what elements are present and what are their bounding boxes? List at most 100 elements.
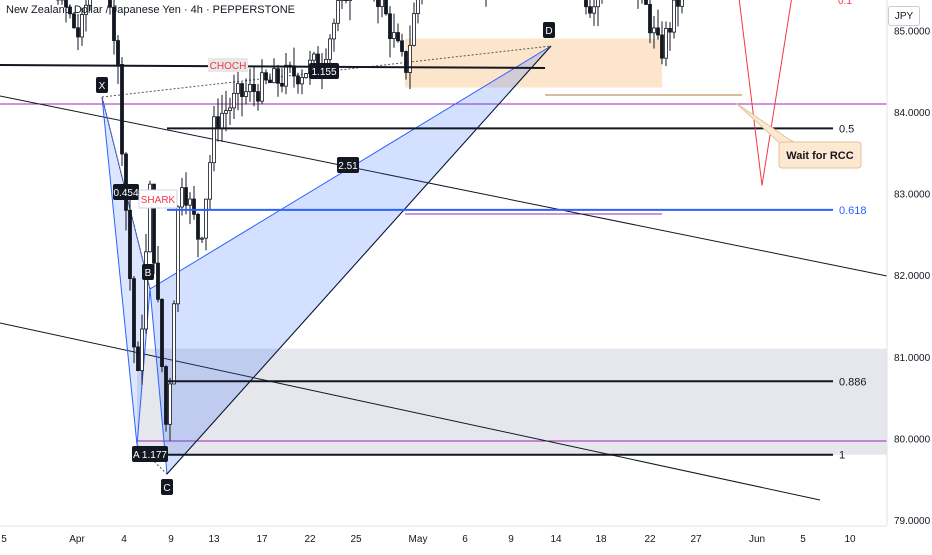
price-tick: 82.0000: [894, 271, 931, 282]
point-x-label-text: X: [99, 81, 106, 92]
candle: [585, 0, 588, 14]
candle-body: [593, 7, 596, 13]
choch-label: CHOCH: [208, 58, 248, 72]
ratio-xb-label: 0.454: [113, 184, 139, 200]
candle: [669, 22, 672, 51]
candle-body: [205, 199, 208, 238]
candle: [205, 199, 208, 251]
fib-label-0.5: 0.5: [839, 123, 854, 135]
candle: [161, 298, 164, 372]
candle-body: [281, 83, 284, 86]
time-tick: 18: [595, 534, 607, 545]
fib-label-1: 1: [839, 450, 845, 462]
point-c-label: C: [161, 479, 173, 495]
candle: [285, 53, 288, 94]
time-tick: 4: [121, 534, 127, 545]
callout-wait-rcc: Wait for RCC: [736, 103, 861, 168]
candle: [681, 0, 684, 13]
candle-body: [77, 28, 80, 37]
time-tick: 22: [644, 534, 656, 545]
symbol-title: New Zealand Dollar / Japanese Yen · 4h ·…: [6, 4, 295, 16]
candle: [485, 0, 488, 7]
candle: [661, 21, 664, 64]
candle-body: [121, 64, 124, 154]
point-b-label: B: [142, 264, 154, 280]
candle: [257, 84, 260, 111]
candle-body: [157, 263, 160, 299]
candle-body: [657, 28, 660, 35]
candle-body: [385, 0, 388, 14]
candle-body: [237, 84, 240, 94]
candle: [389, 6, 392, 57]
pattern-name-text: SHARK: [141, 195, 176, 206]
candle-body: [173, 304, 176, 384]
candle: [233, 75, 236, 119]
point-a-label-text: A 1.177: [133, 450, 167, 461]
time-tick: 27: [690, 534, 702, 545]
time-tick: 14: [550, 534, 562, 545]
time-tick: 17: [256, 534, 268, 545]
time-tick: Jun: [749, 534, 765, 545]
candle-body: [661, 35, 664, 58]
candle-body: [645, 0, 648, 4]
candle-body: [181, 188, 184, 207]
candle: [297, 73, 300, 94]
point-b-label-text: B: [145, 268, 152, 279]
candle: [201, 237, 204, 243]
candle-body: [201, 238, 204, 239]
time-tick: 9: [168, 534, 174, 545]
candle-body: [249, 84, 252, 91]
candle: [397, 24, 400, 43]
ratio-xb-label-text: 0.454: [113, 188, 138, 199]
candle: [277, 65, 280, 97]
candle-body: [165, 367, 168, 425]
candle: [381, 0, 384, 17]
candle: [253, 66, 256, 106]
candle: [593, 0, 596, 26]
candle-body: [125, 154, 128, 210]
ratio-bd-label: 2.51: [337, 157, 359, 173]
candle: [373, 0, 376, 2]
fib-label-0.618: 0.618: [839, 205, 867, 217]
candle: [645, 0, 648, 5]
price-tick: 80.0000: [894, 434, 931, 445]
candle-body: [273, 69, 276, 83]
point-d-label-text: D: [545, 26, 552, 37]
ratio-xd-label: 1.155: [309, 63, 339, 79]
candle-body: [193, 199, 196, 214]
candle: [341, 0, 344, 9]
candle-body: [217, 117, 220, 128]
time-tick: May: [409, 534, 428, 545]
price-tick: 81.0000: [894, 353, 931, 364]
time-tick: Apr: [69, 534, 85, 545]
candle-body: [233, 93, 236, 108]
point-x-label: X: [96, 77, 108, 93]
candle-body: [649, 4, 652, 32]
time-tick: 6: [462, 534, 468, 545]
candle: [333, 19, 336, 52]
candle-body: [241, 84, 244, 97]
candle-body: [117, 41, 120, 65]
price-tick: 83.0000: [894, 190, 931, 201]
time-tick: 22: [304, 534, 316, 545]
candle-body: [673, 0, 676, 32]
candle: [385, 0, 388, 16]
candle-body: [341, 0, 344, 1]
candle-body: [197, 214, 200, 239]
time-tick: 13: [208, 534, 220, 545]
choch-label-text: CHOCH: [210, 61, 247, 72]
candle-body: [677, 0, 680, 6]
time-tick: 5: [800, 534, 806, 545]
time-axis[interactable]: 5 Apr 4 9 13 17 22 25 May 6 9 14 18 22 27 Jun 5 10: [0, 526, 932, 550]
candle-body: [141, 329, 144, 371]
currency-button[interactable]: JPY: [888, 6, 920, 26]
candle-body: [253, 84, 256, 91]
fib-label-0.886: 0.886: [839, 376, 867, 388]
candle-body: [413, 14, 416, 46]
candle-body: [169, 384, 172, 424]
candle-body: [401, 41, 404, 52]
candle: [673, 0, 676, 38]
candle: [345, 0, 348, 3]
